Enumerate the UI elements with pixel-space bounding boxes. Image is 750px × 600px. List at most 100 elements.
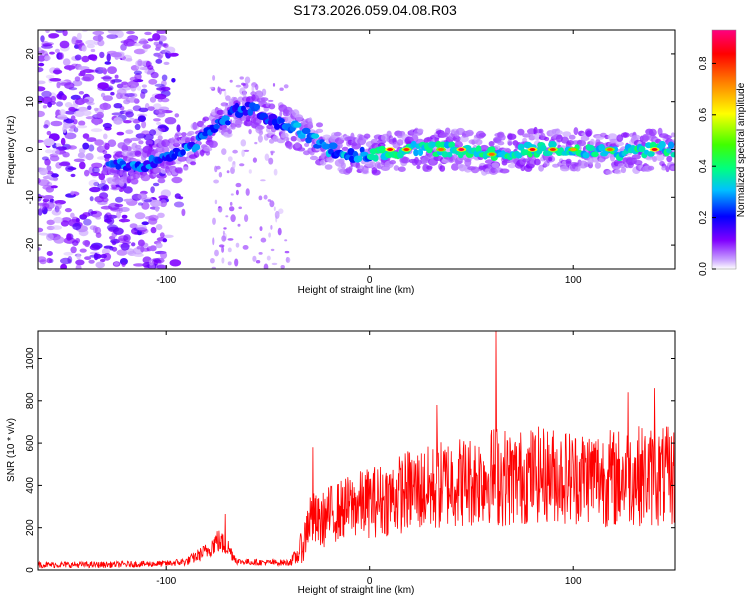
heatmap-cell	[263, 194, 268, 200]
heatmap-cell	[113, 227, 124, 235]
heatmap-cell	[311, 133, 320, 139]
heatmap-cell	[136, 65, 143, 70]
heatmap-cell	[86, 137, 97, 143]
heatmap-cell	[259, 226, 263, 232]
heatmap-cell	[137, 59, 143, 67]
heatmap-cell	[594, 162, 602, 169]
heatmap-y-axis-label: Frequency (Hz)	[6, 116, 17, 185]
heatmap-cell	[225, 215, 229, 218]
heatmap-cell	[249, 236, 253, 239]
heatmap-cell	[103, 245, 113, 249]
heatmap-cell	[268, 232, 271, 238]
heatmap-x-ticks: -100 0 100	[156, 30, 582, 286]
heatmap-cell	[82, 69, 95, 73]
heatmap-cell	[96, 111, 104, 119]
heatmap-cell	[211, 266, 216, 269]
heatmap-cell	[45, 30, 50, 34]
heatmap-cell	[214, 249, 219, 257]
heatmap-cell	[99, 51, 105, 59]
heatmap-cell	[591, 151, 599, 158]
heatmap-y-tick-label: 20	[25, 48, 36, 60]
snr-series-group	[38, 331, 675, 569]
heatmap-cell	[161, 139, 171, 148]
heatmap-cell	[258, 130, 264, 136]
heatmap-cell	[93, 252, 99, 261]
heatmap-cell	[84, 256, 92, 260]
heatmap-cell	[221, 257, 225, 264]
heatmap-cell	[235, 182, 242, 188]
heatmap-cell	[51, 173, 59, 178]
heatmap-cell	[46, 219, 55, 225]
heatmap-cell	[229, 206, 235, 212]
heatmap-cell	[118, 207, 123, 214]
heatmap-cell	[88, 179, 99, 187]
heatmap-cell	[50, 185, 58, 189]
heatmap-cell	[515, 152, 523, 159]
heatmap-cell	[38, 178, 41, 184]
heatmap-cell	[507, 163, 516, 169]
heatmap-cell	[157, 178, 166, 184]
heatmap-cell	[123, 198, 133, 202]
heatmap-cell	[81, 55, 90, 63]
heatmap-cell	[548, 141, 557, 148]
heatmap-cell	[42, 43, 53, 47]
heatmap-cell	[74, 76, 81, 82]
heatmap-cell	[309, 155, 319, 161]
heatmap-cell	[647, 165, 655, 171]
heatmap-cell	[81, 110, 92, 116]
heatmap-cell	[647, 151, 655, 157]
heatmap-cell	[38, 47, 42, 51]
heatmap-cell	[78, 72, 83, 77]
heatmap-cell	[78, 147, 86, 154]
heatmap-cell	[363, 133, 371, 139]
heatmap-cell	[163, 61, 170, 65]
heatmap-cell	[129, 76, 138, 82]
heatmap-cell	[568, 134, 576, 140]
heatmap-cell	[614, 169, 622, 175]
heatmap-cell	[70, 212, 75, 218]
heatmap-cell	[641, 134, 650, 142]
heatmap-cell	[528, 134, 536, 141]
heatmap-cell	[76, 125, 88, 129]
heatmap-cell	[125, 58, 133, 62]
heatmap-cell	[38, 179, 50, 187]
heatmap-cell	[103, 133, 108, 140]
heatmap-cell	[77, 152, 85, 159]
heatmap-cell	[100, 179, 106, 185]
heatmap-cell	[45, 74, 55, 79]
heatmap-cell	[149, 96, 157, 103]
heatmap-cell	[229, 201, 233, 206]
heatmap-cell	[51, 225, 63, 230]
heatmap-cell	[479, 144, 490, 152]
heatmap-cell	[91, 162, 103, 169]
heatmap-cell	[177, 167, 183, 174]
heatmap-cell	[227, 247, 232, 253]
heatmap-cell	[348, 166, 353, 171]
heatmap-cell	[88, 144, 95, 152]
heatmap-cell	[46, 165, 52, 172]
heatmap-cell	[150, 186, 155, 194]
colorbar-tick-label: 0.2	[698, 210, 709, 224]
heatmap-cell	[64, 110, 77, 115]
heatmap-cell	[279, 110, 283, 118]
heatmap-cell	[70, 246, 77, 254]
heatmap-cell	[156, 87, 166, 91]
heatmap-cell	[327, 157, 334, 163]
heatmap-cell	[156, 264, 168, 269]
snr-panel: -100 0 100 0 200 400 600 800 1000 Height of str…	[6, 330, 676, 596]
heatmap-y-tick-label: 10	[25, 96, 36, 108]
heatmap-cell	[150, 199, 162, 207]
heatmap-cell	[62, 30, 68, 37]
heatmap-cell	[257, 134, 263, 143]
heatmap-cell	[88, 259, 95, 264]
heatmap-cell	[41, 90, 52, 98]
heatmap-cell	[89, 186, 101, 193]
heatmap-cell	[78, 91, 84, 95]
heatmap-cell	[258, 195, 263, 201]
heatmap-cell	[533, 126, 538, 135]
heatmap-cell	[248, 129, 252, 135]
heatmap-cell	[214, 199, 218, 205]
heatmap-cell	[615, 141, 625, 147]
heatmap-cell	[46, 130, 52, 136]
